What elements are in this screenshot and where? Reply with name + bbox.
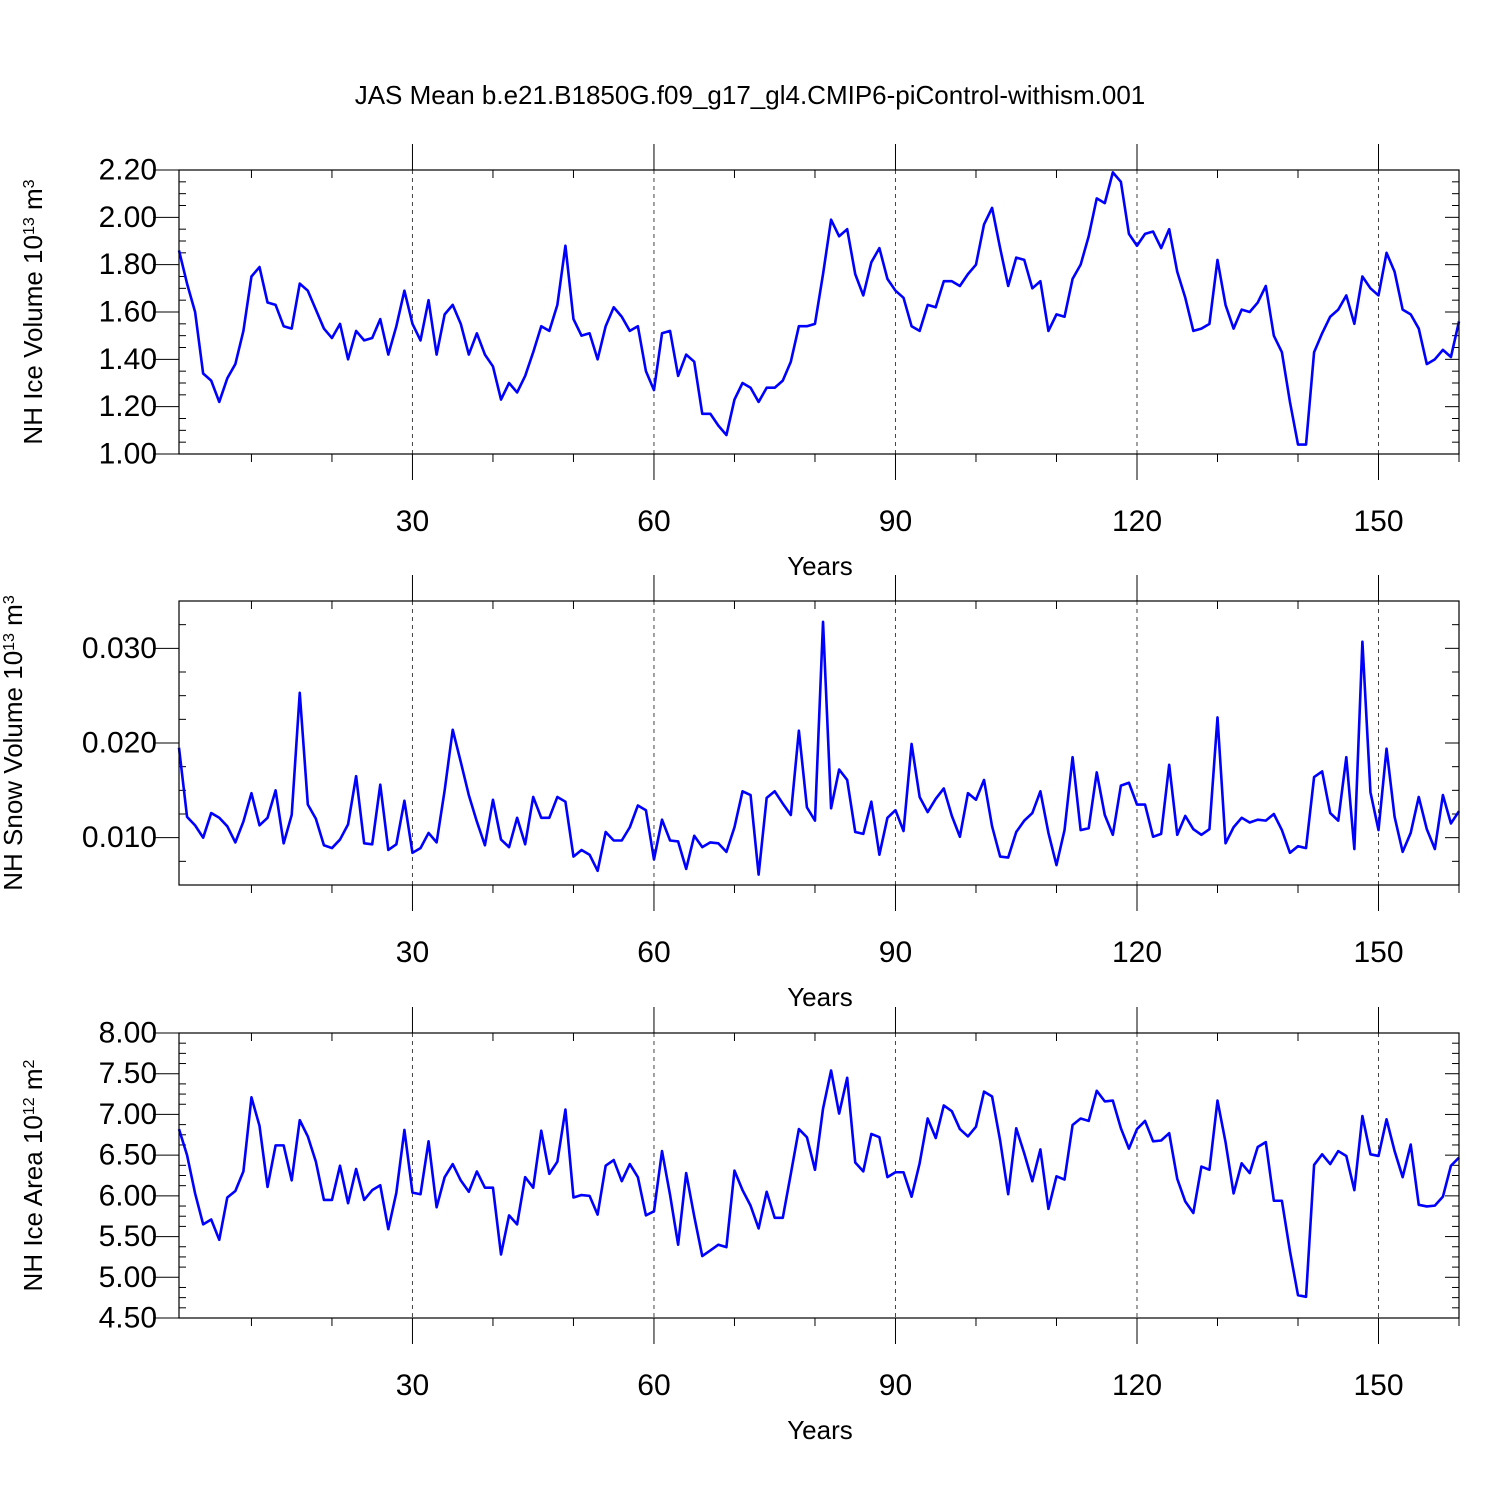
y-tick-label: 5.50: [99, 1220, 157, 1253]
y-axis-label-text: NH Ice Area 10: [18, 1115, 48, 1291]
series-line: [177, 620, 1461, 876]
y-axis-label: NH Ice Area 1012 m2: [18, 1059, 48, 1291]
series-line: [177, 171, 1461, 446]
plot-frame: [178, 1032, 1460, 1319]
x-tick-label: 90: [879, 936, 912, 969]
x-tick-label: 30: [396, 1369, 429, 1402]
x-tick-label: 150: [1353, 1369, 1403, 1402]
x-tick-label: 120: [1112, 505, 1162, 538]
y-axis-label-superscript: 12: [21, 1097, 38, 1115]
y-tick-label: 1.40: [99, 343, 157, 376]
y-tick-label: 5.00: [99, 1261, 157, 1294]
x-tick-label: 60: [637, 505, 670, 538]
y-tick-label: 0.010: [82, 821, 157, 854]
y-tick-label: 0.020: [82, 727, 157, 760]
y-axis-label-text: m: [18, 188, 48, 217]
y-tick-label: 1.00: [99, 438, 157, 471]
x-tick-label: 30: [396, 936, 429, 969]
x-tick-label: 120: [1112, 1369, 1162, 1402]
x-tick-label: 60: [637, 936, 670, 969]
y-tick-label: 2.20: [99, 154, 157, 187]
ice-volume-panel: 1.00 1.20 1.40 1.60 1.80 2.00 2.20 30 60 90 120 150…: [18, 144, 1461, 581]
x-tick-label: 90: [879, 505, 912, 538]
plot-frame: [178, 169, 1460, 455]
y-axis-label-superscript: 13: [21, 217, 38, 235]
y-tick-label: 7.50: [99, 1057, 157, 1090]
y-tick-label: 4.50: [99, 1302, 157, 1335]
plot-frame: [178, 600, 1460, 886]
series-line: [177, 1069, 1460, 1299]
x-tick-label: 90: [879, 1369, 912, 1402]
snow-volume-panel: 0.010 0.020 0.030 30 60 90 120 150 Years NH Snow …: [0, 575, 1461, 1012]
y-axis-label-text: m: [0, 604, 28, 633]
y-tick-label: 1.20: [99, 390, 157, 423]
y-axis-label-text: m: [18, 1068, 48, 1097]
x-axis-label: Years: [787, 551, 853, 581]
x-axis-label: Years: [787, 1415, 853, 1445]
y-axis-label: NH Ice Volume 1013 m3: [18, 179, 48, 444]
y-tick-label: 1.80: [99, 248, 157, 281]
x-tick-label: 120: [1112, 936, 1162, 969]
x-tick-label: 30: [396, 505, 429, 538]
x-tick-label: 60: [637, 1369, 670, 1402]
x-tick-label: 150: [1353, 505, 1403, 538]
y-tick-label: 6.50: [99, 1139, 157, 1172]
y-tick-label: 0.030: [82, 632, 157, 665]
y-axis-label-text: NH Snow Volume 10: [0, 651, 28, 891]
y-tick-label: 2.00: [99, 201, 157, 234]
y-axis-label-text: NH Ice Volume 10: [18, 235, 48, 445]
y-tick-label: 1.60: [99, 296, 157, 329]
y-tick-label: 7.00: [99, 1098, 157, 1131]
y-tick-label: 6.00: [99, 1179, 157, 1212]
ice-area-panel: 4.50 5.00 5.50 6.00 6.50 7.00 7.50 8.00 30 60 90 12…: [18, 1007, 1460, 1445]
y-axis-label-superscript: 3: [1, 595, 18, 604]
y-tick-label: 8.00: [99, 1017, 157, 1050]
figure-title: JAS Mean b.e21.B1850G.f09_g17_gl4.CMIP6-…: [354, 80, 1146, 110]
x-tick-label: 150: [1353, 936, 1403, 969]
y-axis-label-superscript: 2: [21, 1059, 38, 1068]
y-axis-label-superscript: 13: [1, 633, 18, 651]
y-axis-label-superscript: 3: [21, 179, 38, 188]
y-axis-label: NH Snow Volume 1013 m3: [0, 595, 28, 891]
x-axis-label: Years: [787, 982, 853, 1012]
